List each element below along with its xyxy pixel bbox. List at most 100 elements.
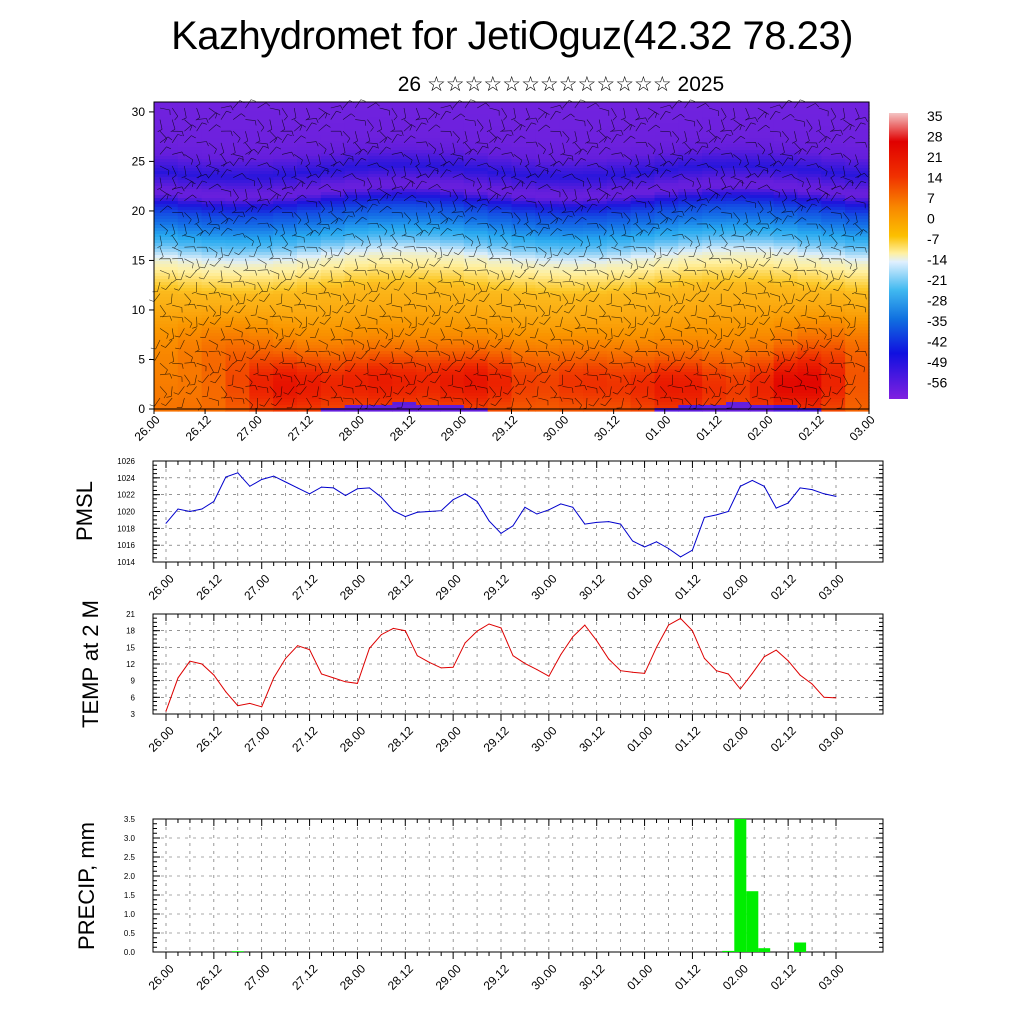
heatmap-cell <box>821 390 846 394</box>
heatmap-cell <box>392 189 417 193</box>
heatmap-cell <box>797 210 822 214</box>
wind-barb <box>832 386 844 395</box>
heatmap-cell <box>392 180 417 184</box>
wind-barb <box>503 281 515 291</box>
wind-barb <box>429 258 441 267</box>
wind-barb <box>281 130 294 136</box>
wind-barb <box>748 258 759 268</box>
wind-barb <box>557 374 563 387</box>
heatmap-cell <box>511 369 536 373</box>
heatmap-cell <box>177 165 203 169</box>
wind-barb <box>714 386 722 397</box>
heatmap-cell <box>249 327 274 331</box>
heatmap-cell <box>559 180 584 184</box>
wind-barb <box>232 215 244 225</box>
heatmap-cell <box>845 105 870 109</box>
heatmap-cell <box>654 102 679 106</box>
heatmap-cell <box>726 267 751 271</box>
wind-barb <box>647 246 657 259</box>
heatmap-cell <box>726 231 751 235</box>
heatmap-cell <box>297 369 322 373</box>
wind-barb <box>586 119 594 132</box>
heatmap-cell <box>535 276 560 280</box>
heatmap-cell <box>606 318 632 322</box>
heatmap-cell <box>630 246 656 250</box>
wind-barb <box>564 363 576 373</box>
heatmap-cell <box>297 300 322 304</box>
wind-barb <box>184 181 196 190</box>
wind-barb <box>757 351 770 357</box>
wind-barb <box>479 351 490 361</box>
heatmap-cell <box>726 216 751 220</box>
heatmap-cell <box>416 177 441 181</box>
wind-barb <box>763 305 771 316</box>
heatmap-cell <box>535 147 560 151</box>
heatmap-cell <box>440 354 465 358</box>
heatmap-cell <box>177 120 203 124</box>
wind-barb <box>513 374 520 388</box>
heatmap-cell <box>773 147 799 151</box>
wind-barb <box>840 107 846 121</box>
heatmap-cell <box>583 198 608 202</box>
wind-barb <box>293 181 306 190</box>
heatmap-cell <box>583 405 608 409</box>
heatmap-cell <box>773 150 799 154</box>
heatmap-cell <box>511 162 536 166</box>
heatmap-cell <box>416 126 441 130</box>
wind-barb <box>342 189 349 202</box>
heatmap-cell <box>630 318 656 322</box>
wind-barb <box>709 281 722 290</box>
heatmap-cell <box>702 360 727 364</box>
wind-barb <box>475 235 481 249</box>
wind-barb <box>403 374 410 388</box>
heatmap-cell <box>678 354 703 358</box>
heatmap-cell <box>368 387 393 391</box>
heatmap-cell <box>583 390 608 394</box>
heatmap-cell <box>702 144 727 148</box>
wind-barb <box>390 119 395 133</box>
heatmap-cell <box>201 399 227 403</box>
wind-barb <box>520 316 527 329</box>
wind-barb <box>208 165 219 175</box>
heatmap-cell <box>797 387 822 391</box>
wind-barb <box>197 374 210 383</box>
heatmap-cell <box>201 114 227 118</box>
pmsl-point <box>596 521 598 523</box>
heatmap-cell <box>606 201 632 205</box>
heatmap-cell <box>773 399 799 403</box>
heatmap-cell <box>440 315 465 319</box>
heatmap-cell <box>845 222 870 226</box>
heatmap-cell <box>726 351 751 355</box>
heatmap-cell <box>535 336 560 340</box>
wind-barb <box>672 215 683 225</box>
heatmap-cell <box>678 345 703 349</box>
heatmap-cell <box>749 132 775 136</box>
heatmap-cell <box>273 102 298 106</box>
heatmap-cell <box>702 105 727 109</box>
wind-barb <box>500 119 505 133</box>
heatmap-cell <box>463 309 489 313</box>
heatmap-cell <box>654 162 679 166</box>
heatmap-cell <box>559 387 584 391</box>
heatmap-cell <box>702 252 727 256</box>
heatmap-cell <box>368 267 393 271</box>
colorbar-label: -42 <box>927 334 947 350</box>
wind-barb <box>769 169 781 178</box>
heatmap-cell <box>606 297 632 301</box>
wind-barb <box>196 351 209 357</box>
heatmap-cell <box>368 363 393 367</box>
heatmap-cell <box>726 309 751 313</box>
heatmap-cell <box>416 213 441 217</box>
heatmap-cell <box>177 288 203 292</box>
wind-barb <box>196 304 208 312</box>
heatmap-cell <box>368 342 393 346</box>
wind-barb <box>647 169 659 178</box>
wind-barb <box>733 177 743 187</box>
heatmap-cell <box>606 204 632 208</box>
heatmap-cell <box>583 315 608 319</box>
wind-barb <box>233 328 243 338</box>
wind-barb <box>307 374 319 383</box>
wind-barb <box>647 111 660 120</box>
heatmap-cell <box>654 267 679 271</box>
wind-barb <box>401 223 407 237</box>
